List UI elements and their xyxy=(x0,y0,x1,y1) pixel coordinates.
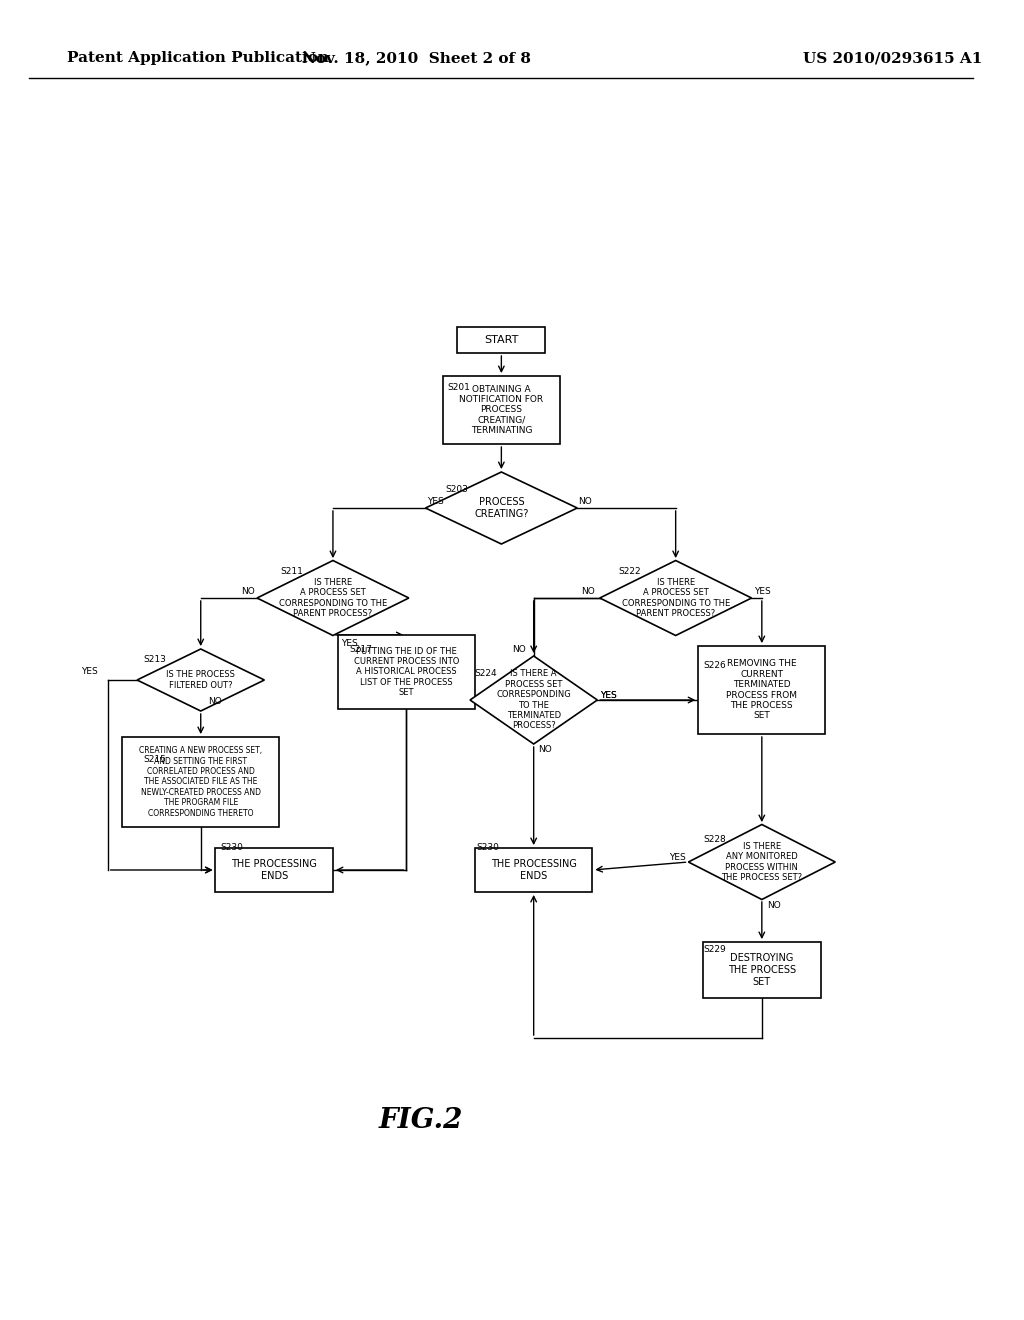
Bar xyxy=(703,942,820,998)
Text: S230: S230 xyxy=(476,843,500,853)
Bar xyxy=(442,376,560,444)
Text: PUTTING THE ID OF THE
CURRENT PROCESS INTO
A HISTORICAL PROCESS
LIST OF THE PROC: PUTTING THE ID OF THE CURRENT PROCESS IN… xyxy=(353,647,459,697)
Text: IS THERE
A PROCESS SET
CORRESPONDING TO THE
PARENT PROCESS?: IS THERE A PROCESS SET CORRESPONDING TO … xyxy=(279,578,387,618)
Text: YES: YES xyxy=(754,587,771,597)
Bar xyxy=(458,327,546,352)
Text: THE PROCESSING
ENDS: THE PROCESSING ENDS xyxy=(231,859,317,880)
Text: NO: NO xyxy=(578,498,592,507)
Text: NO: NO xyxy=(241,587,255,597)
Text: NO: NO xyxy=(539,746,552,755)
Text: S211: S211 xyxy=(281,568,303,577)
Text: REMOVING THE
CURRENT
TERMINATED
PROCESS FROM
THE PROCESS
SET: REMOVING THE CURRENT TERMINATED PROCESS … xyxy=(726,660,798,721)
Polygon shape xyxy=(426,473,578,544)
Text: IS THERE
A PROCESS SET
CORRESPONDING TO THE
PARENT PROCESS?: IS THERE A PROCESS SET CORRESPONDING TO … xyxy=(622,578,730,618)
Text: CREATING A NEW PROCESS SET,
AND SETTING THE FIRST
CORRELATED PROCESS AND
THE ASS: CREATING A NEW PROCESS SET, AND SETTING … xyxy=(139,746,262,817)
Text: NO: NO xyxy=(582,587,595,597)
Text: Patent Application Publication: Patent Application Publication xyxy=(67,51,329,65)
Bar xyxy=(338,635,475,709)
Text: YES: YES xyxy=(427,498,444,507)
Polygon shape xyxy=(600,561,752,635)
Text: START: START xyxy=(484,335,518,345)
Text: S230: S230 xyxy=(220,843,243,853)
Text: S213: S213 xyxy=(143,656,167,664)
Bar xyxy=(215,847,333,892)
Text: S201: S201 xyxy=(447,384,470,392)
Text: YES: YES xyxy=(81,668,98,676)
Text: PROCESS
CREATING?: PROCESS CREATING? xyxy=(474,498,528,519)
Text: OBTAINING A
NOTIFICATION FOR
PROCESS
CREATING/
TERMINATING: OBTAINING A NOTIFICATION FOR PROCESS CRE… xyxy=(460,384,544,436)
Text: S226: S226 xyxy=(703,660,727,669)
Text: US 2010/0293615 A1: US 2010/0293615 A1 xyxy=(803,51,982,65)
Text: YES: YES xyxy=(341,639,357,648)
Text: S217: S217 xyxy=(349,645,372,655)
Polygon shape xyxy=(688,825,836,899)
Text: NO: NO xyxy=(209,697,222,706)
Text: IS THERE A
PROCESS SET
CORRESPONDING
TO THE
TERMINATED
PROCESS?: IS THERE A PROCESS SET CORRESPONDING TO … xyxy=(497,669,571,730)
Text: S215: S215 xyxy=(143,755,167,764)
Text: THE PROCESSING
ENDS: THE PROCESSING ENDS xyxy=(490,859,577,880)
Text: YES: YES xyxy=(600,690,617,700)
Text: YES: YES xyxy=(600,690,617,700)
Text: Nov. 18, 2010  Sheet 2 of 8: Nov. 18, 2010 Sheet 2 of 8 xyxy=(302,51,530,65)
Text: S229: S229 xyxy=(703,945,727,954)
Text: FIG.2: FIG.2 xyxy=(379,1106,463,1134)
Text: S203: S203 xyxy=(445,486,468,495)
Text: S224: S224 xyxy=(475,669,498,678)
Text: DESTROYING
THE PROCESS
SET: DESTROYING THE PROCESS SET xyxy=(728,953,796,986)
Text: YES: YES xyxy=(669,853,685,862)
Bar xyxy=(475,847,593,892)
Text: S228: S228 xyxy=(703,836,727,845)
Text: IS THE PROCESS
FILTERED OUT?: IS THE PROCESS FILTERED OUT? xyxy=(166,671,236,689)
Text: NO: NO xyxy=(512,645,526,655)
Polygon shape xyxy=(470,656,597,744)
Bar xyxy=(698,645,825,734)
Text: NO: NO xyxy=(767,900,780,909)
Text: S222: S222 xyxy=(618,568,641,577)
Polygon shape xyxy=(137,649,264,711)
Bar xyxy=(123,737,280,828)
Text: IS THERE
ANY MONITORED
PROCESS WITHIN
THE PROCESS SET?: IS THERE ANY MONITORED PROCESS WITHIN TH… xyxy=(721,842,803,882)
Polygon shape xyxy=(257,561,409,635)
